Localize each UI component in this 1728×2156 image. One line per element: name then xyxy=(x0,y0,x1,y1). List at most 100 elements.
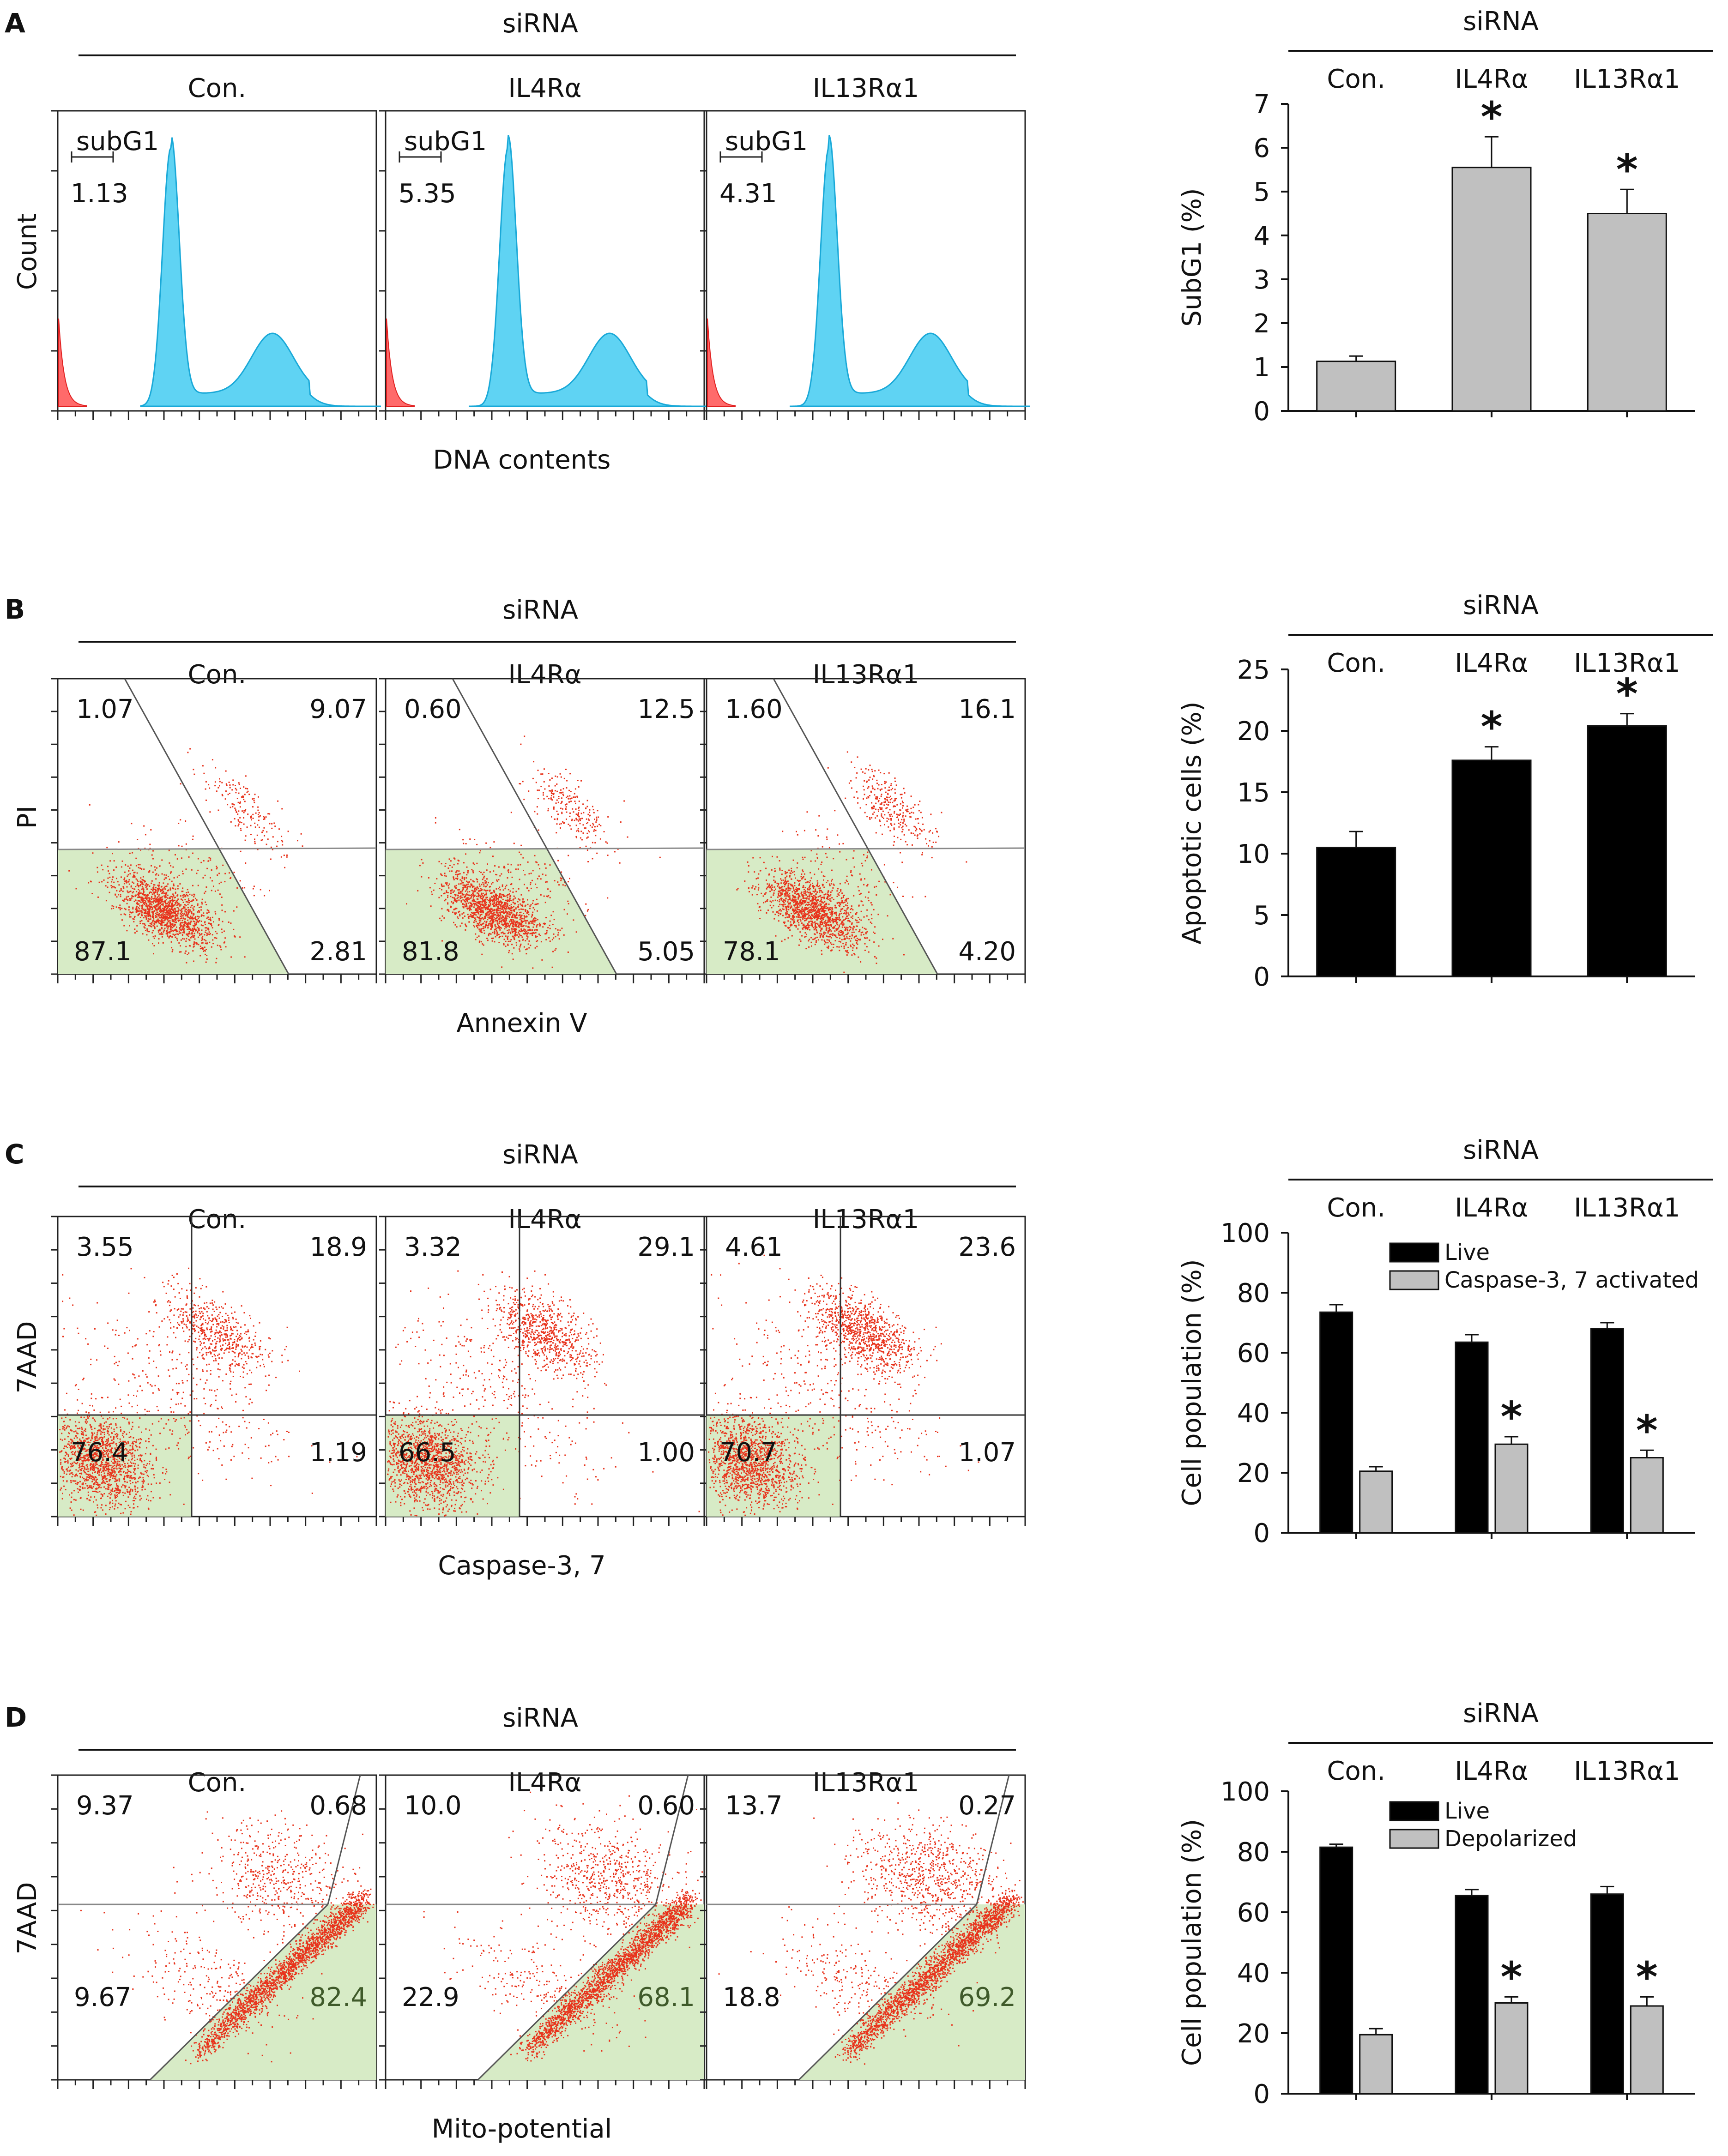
significance-star: * xyxy=(1480,703,1502,752)
quadrant-UR: 12.5 xyxy=(637,694,695,724)
flow-plot-0: 1.07 9.07 87.1 2.81 xyxy=(51,678,377,983)
flow-xlabel: Annexin V xyxy=(456,1008,587,1038)
category-label: IL13Rα1 xyxy=(1574,64,1680,94)
gate-diagonal-upper xyxy=(976,1775,1010,1905)
y-tick-label: 20 xyxy=(1237,2019,1270,2049)
y-tick-label: 0 xyxy=(1253,397,1270,427)
quadrant-UL: 13.7 xyxy=(725,1791,783,1821)
y-tick-label: 6 xyxy=(1253,133,1270,163)
quadrant-UL: 1.60 xyxy=(725,694,783,724)
bar xyxy=(1587,725,1667,977)
histogram-dna xyxy=(790,135,1030,407)
siRNA-header: siRNA xyxy=(502,595,578,625)
legend-swatch xyxy=(1389,1270,1439,1290)
quadrant-LL: 70.7 xyxy=(719,1438,777,1468)
bar xyxy=(1494,1443,1529,1534)
quadrant-UL: 4.61 xyxy=(725,1232,783,1262)
flow-xlabel: Mito-potential xyxy=(432,2114,612,2144)
bar xyxy=(1319,1311,1353,1534)
gate-label: subG1 xyxy=(725,126,808,157)
quadrant-LL: 87.1 xyxy=(74,937,132,967)
scatter-cloud xyxy=(519,735,661,864)
y-tick-label: 0 xyxy=(1253,962,1270,992)
bar xyxy=(1590,1893,1624,2095)
condition-label: Con. xyxy=(188,73,247,103)
significance-star: * xyxy=(1500,1953,1522,2001)
bar xyxy=(1316,361,1396,412)
flow-ylabel: Count xyxy=(12,213,42,290)
condition-label: Con. xyxy=(188,1204,247,1235)
chart-siRNA-header: siRNA xyxy=(1463,1135,1539,1165)
scatter-cloud xyxy=(827,751,967,863)
y-axis-label: SubG1 (%) xyxy=(1177,188,1207,326)
scatter-cloud xyxy=(708,1392,841,1516)
flow-xlabel: Caspase-3, 7 xyxy=(438,1551,605,1581)
scatter-cloud xyxy=(59,1392,185,1516)
panel-letter: D xyxy=(5,1702,27,1733)
category-label: IL4Rα xyxy=(1455,1193,1528,1223)
histogram-dna xyxy=(469,135,709,407)
condition-label: IL13Rα1 xyxy=(813,660,919,690)
quadrant-UL: 3.32 xyxy=(404,1232,462,1262)
y-tick-label: 25 xyxy=(1237,655,1270,685)
scatter-cloud xyxy=(387,1392,538,1517)
histogram-debris xyxy=(58,318,87,407)
condition-label: IL13Rα1 xyxy=(813,1204,919,1235)
gate-diagonal xyxy=(477,1903,657,2081)
y-tick-label: 0 xyxy=(1253,1518,1270,1548)
scatter-cloud xyxy=(68,843,246,964)
bar xyxy=(1494,2002,1529,2095)
legend-label: Depolarized xyxy=(1444,1826,1577,1852)
gate-diagonal-upper xyxy=(327,1775,361,1905)
category-label: Con. xyxy=(1327,64,1385,94)
siRNA-header: siRNA xyxy=(502,1703,578,1733)
gate-diagonal-upper xyxy=(655,1775,689,1905)
bar xyxy=(1590,1328,1624,1534)
siRNA-header: siRNA xyxy=(502,1140,578,1170)
histogram-debris xyxy=(386,318,415,407)
flow-plot-2: 1.60 16.1 78.1 4.20 xyxy=(700,678,1026,983)
quadrant-LR: 1.00 xyxy=(637,1438,695,1468)
y-tick-label: 80 xyxy=(1237,1837,1270,1867)
scatter-cloud xyxy=(406,853,577,969)
panel-letter: B xyxy=(5,594,25,625)
y-tick-label: 7 xyxy=(1253,90,1270,120)
condition-label: IL4Rα xyxy=(508,1768,581,1798)
y-tick-label: 5 xyxy=(1253,177,1270,207)
quadrant-LL: 76.4 xyxy=(71,1438,128,1468)
flow-ylabel: PI xyxy=(12,806,42,829)
quadrant-LL: 18.8 xyxy=(723,1982,780,2012)
category-label: IL13Rα1 xyxy=(1574,1193,1680,1223)
quadrant-LL: 78.1 xyxy=(723,937,780,967)
y-tick-label: 60 xyxy=(1237,1898,1270,1928)
condition-label: IL4Rα xyxy=(508,660,581,690)
scatter-cloud xyxy=(510,1883,702,2062)
scatter-cloud xyxy=(736,855,905,973)
bar xyxy=(1455,1895,1489,2095)
flow-plot-2: 4.61 23.6 70.7 1.07 xyxy=(700,1216,1026,1526)
flow-plot-0: subG1 1.13 xyxy=(51,110,381,420)
quadrant-LR: 68.1 xyxy=(637,1982,695,2012)
gated-region xyxy=(707,849,937,974)
quadrant-UL: 10.0 xyxy=(404,1791,462,1821)
condition-label: IL4Rα xyxy=(508,73,581,103)
bar xyxy=(1451,167,1532,412)
quadrant-LR: 2.81 xyxy=(309,937,367,967)
significance-star: * xyxy=(1616,670,1638,718)
y-tick-label: 40 xyxy=(1237,1958,1270,1988)
quadrant-LR: 82.4 xyxy=(309,1982,367,2012)
y-axis-label: Apoptotic cells (%) xyxy=(1177,701,1207,944)
bar xyxy=(1451,759,1532,977)
gate-horizontal xyxy=(57,847,377,850)
bar xyxy=(1587,213,1667,412)
flow-ylabel: 7AAD xyxy=(12,1321,42,1394)
quadrant-LR: 4.20 xyxy=(958,937,1016,967)
y-axis-label: Cell population (%) xyxy=(1177,1259,1207,1506)
condition-label: IL4Rα xyxy=(508,1204,581,1235)
bar-chart-A: siRNA 0 1 2 3 4 5 6 7 SubG1 (%) Con. IL4Rα IL13Rα1 * * xyxy=(1177,6,1713,427)
chart-siRNA-header: siRNA xyxy=(1463,590,1539,620)
gate-diagonal xyxy=(452,678,617,975)
siRNA-header: siRNA xyxy=(502,9,578,39)
